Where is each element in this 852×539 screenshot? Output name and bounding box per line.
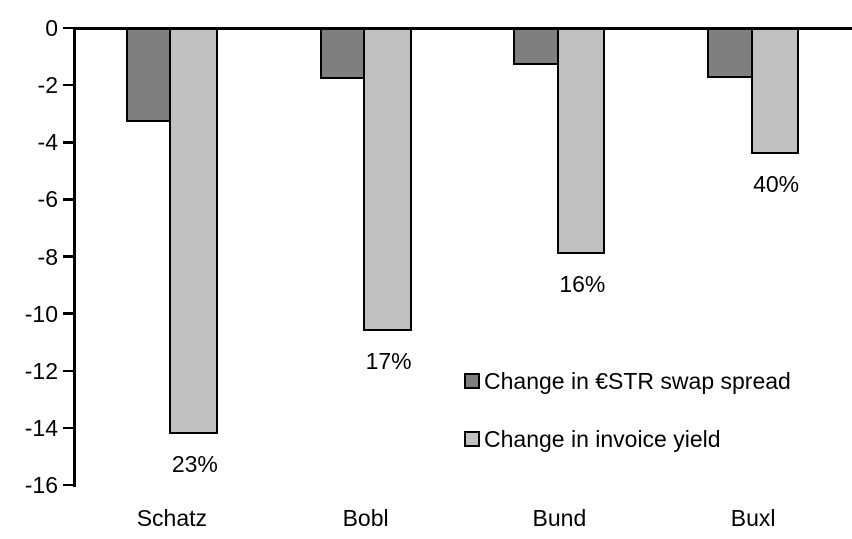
x-category-label-schatz: Schatz (136, 505, 208, 531)
bar-value-label: 40% (753, 170, 800, 197)
x-category-label-bobl: Bobl (342, 505, 389, 531)
bar-change-in-str-swap-spread-bobl (319, 28, 366, 80)
y-tick-mark (63, 26, 73, 30)
bar-change-in-invoice-yield-schatz (169, 28, 218, 434)
y-tick-mark (63, 83, 73, 87)
bar-change-in-str-swap-spread-schatz (125, 28, 172, 123)
bar-change-in-str-swap-spread-bund (513, 28, 560, 66)
legend-swatch-icon (464, 431, 480, 447)
y-tick-mark (63, 483, 73, 487)
y-tick-mark (63, 312, 73, 315)
y-tick-label: -12 (24, 357, 58, 384)
y-tick-label: -10 (24, 300, 58, 327)
y-tick-mark (63, 255, 73, 258)
y-tick-mark (63, 426, 73, 430)
y-tick-label: -8 (37, 243, 58, 270)
legend-item-change-in-invoice-yield: Change in invoice yield (464, 427, 791, 451)
bar-change-in-invoice-yield-bobl (363, 28, 412, 331)
x-axis-zero-line (73, 26, 852, 30)
y-tick-mark (63, 369, 73, 372)
legend-label: Change in €STR swap spread (484, 368, 791, 394)
y-tick-label: -6 (37, 186, 58, 213)
y-tick-label: 0 (45, 15, 58, 41)
y-axis-line (73, 26, 76, 487)
bar-change-in-str-swap-spread-buxl (707, 28, 754, 78)
y-tick-mark (63, 141, 73, 144)
legend-swatch-icon (464, 373, 480, 389)
legend: Change in €STR swap spread Change in invo… (464, 369, 791, 485)
bar-value-label: 16% (559, 270, 606, 297)
y-tick-label: -14 (24, 414, 58, 441)
bar-value-label: 17% (365, 347, 412, 374)
bar-value-label: 23% (171, 450, 218, 477)
bar-change-in-invoice-yield-bund (556, 28, 606, 254)
y-tick-label: -2 (37, 72, 58, 99)
y-tick-label: -4 (37, 129, 58, 156)
legend-label: Change in invoice yield (484, 426, 721, 452)
bar-change-in-invoice-yield-buxl (750, 28, 800, 154)
legend-item-change-in-str-swap-spread: Change in €STR swap spread (464, 369, 791, 393)
x-category-label-bund: Bund (532, 505, 587, 531)
y-tick-mark (63, 198, 73, 201)
x-category-label-buxl: Buxl (730, 505, 776, 531)
y-tick-label: -16 (24, 472, 58, 498)
